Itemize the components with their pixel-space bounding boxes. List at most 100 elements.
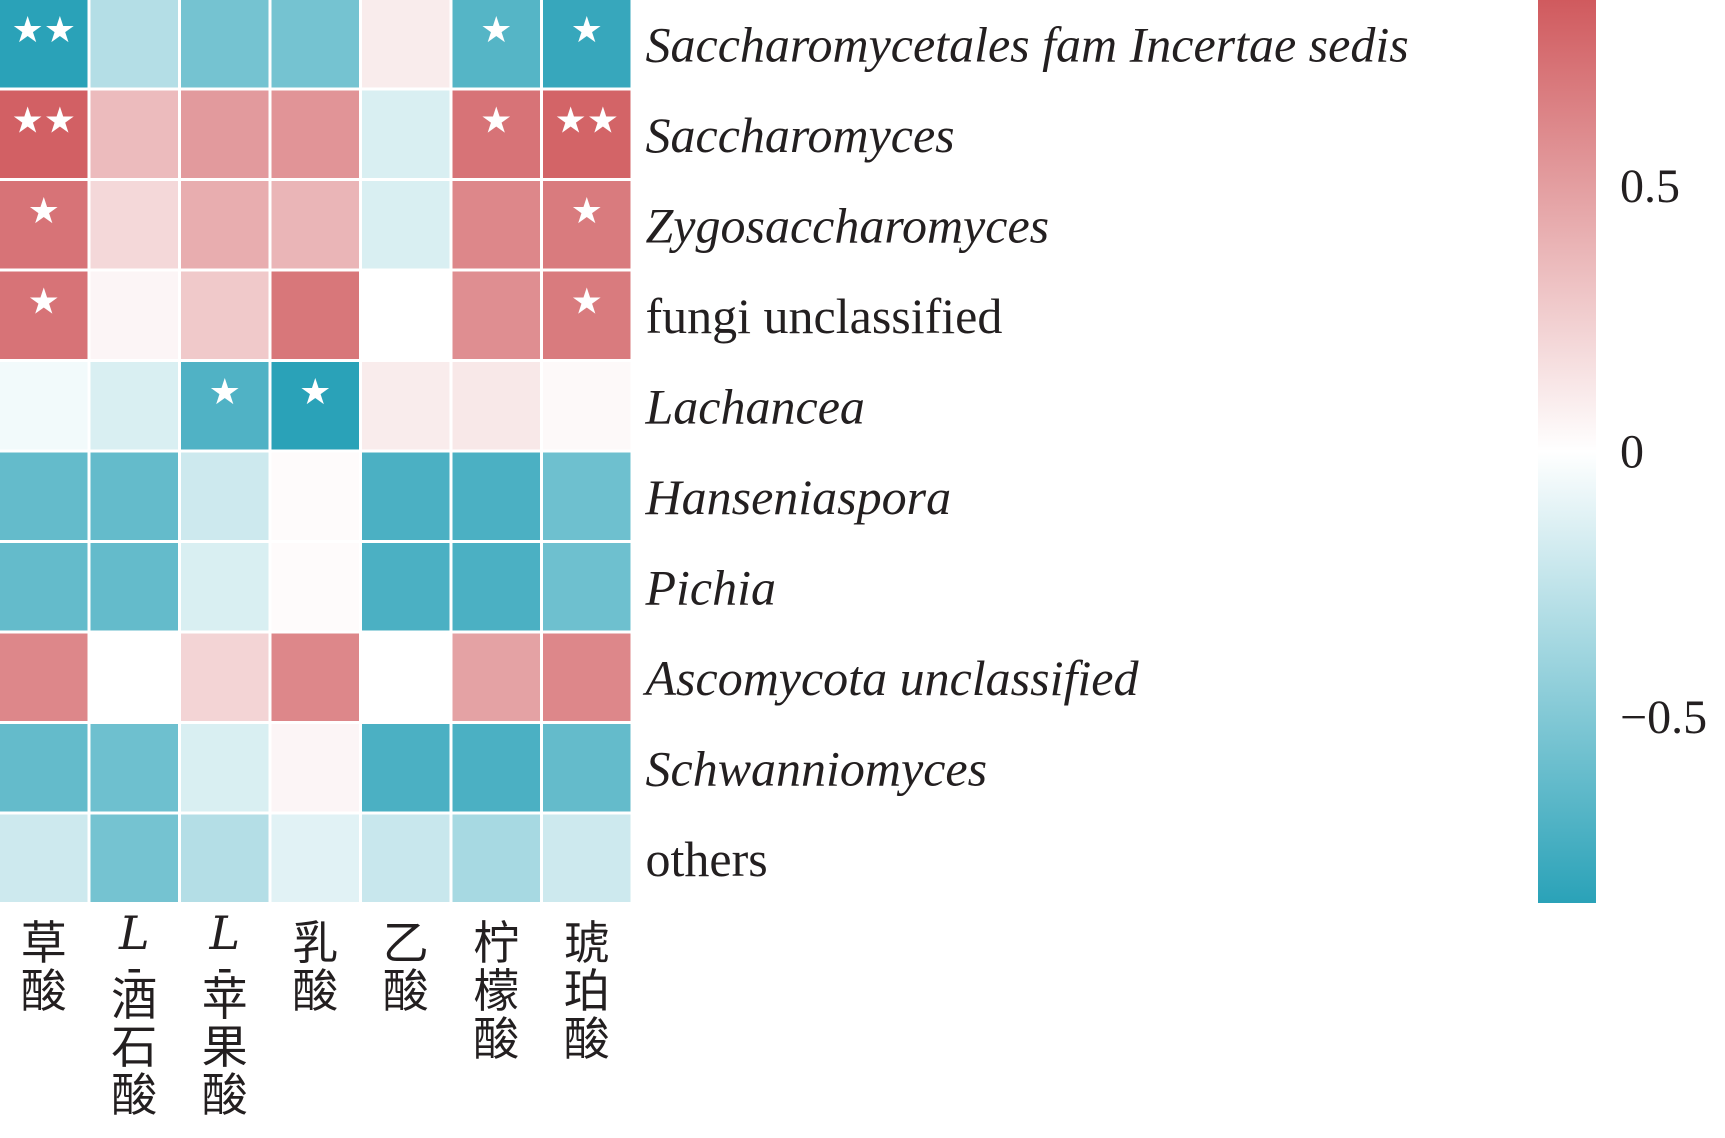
significance-star: ★★ bbox=[554, 101, 619, 142]
column-label: 琥珀酸 bbox=[564, 916, 610, 1066]
heatmap-cell bbox=[362, 543, 450, 631]
heatmap-cell bbox=[543, 724, 631, 812]
heatmap-cell bbox=[181, 181, 269, 269]
significance-star: ★ bbox=[209, 372, 241, 413]
row-label: Pichia bbox=[645, 559, 777, 615]
heatmap-cell bbox=[271, 181, 359, 269]
column-label: 乳酸 bbox=[292, 916, 338, 1018]
heatmap-cell bbox=[271, 271, 359, 359]
heatmap-cell bbox=[90, 633, 178, 721]
row-label: Schwanniomyces bbox=[646, 740, 988, 796]
heatmap-cell bbox=[543, 452, 631, 540]
column-label: 乙酸 bbox=[383, 916, 429, 1018]
colorbar-ticks: 0.5 0 −0.5 bbox=[1620, 160, 1707, 744]
colorbar-tick-label: 0.5 bbox=[1620, 160, 1680, 213]
heatmap-cell bbox=[0, 90, 88, 178]
row-label: Hanseniaspora bbox=[645, 469, 952, 525]
heatmap-cell bbox=[452, 271, 540, 359]
heatmap-cell bbox=[181, 633, 269, 721]
heatmap-cell bbox=[543, 0, 631, 88]
heatmap-cell bbox=[452, 90, 540, 178]
heatmap-cell bbox=[90, 362, 178, 450]
heatmap-cell bbox=[452, 814, 540, 902]
heatmap-cell bbox=[362, 814, 450, 902]
heatmap-cell bbox=[0, 452, 88, 540]
column-label: 柠檬酸 bbox=[473, 916, 519, 1066]
heatmap-cell bbox=[181, 814, 269, 902]
significance-star: ★ bbox=[28, 191, 60, 232]
heatmap-cell bbox=[362, 0, 450, 88]
heatmap-cell bbox=[452, 0, 540, 88]
heatmap-cell bbox=[181, 90, 269, 178]
heatmap-cell bbox=[452, 543, 540, 631]
heatmap-cell bbox=[271, 452, 359, 540]
heatmap-cell bbox=[90, 814, 178, 902]
heatmap-cell bbox=[0, 724, 88, 812]
heatmap-cell bbox=[181, 452, 269, 540]
heatmap-cell bbox=[90, 452, 178, 540]
significance-star: ★ bbox=[480, 101, 512, 142]
heatmap-cell bbox=[181, 271, 269, 359]
row-label: fungi unclassified bbox=[646, 288, 1003, 344]
heatmap-cell bbox=[362, 724, 450, 812]
row-label: others bbox=[646, 831, 768, 887]
heatmap-cell bbox=[90, 90, 178, 178]
heatmap-cell bbox=[90, 0, 178, 88]
row-labels: Saccharomycetales fam Incertae sedis Sacc… bbox=[643, 16, 1409, 887]
heatmap-cell bbox=[271, 633, 359, 721]
heatmap-cell bbox=[543, 633, 631, 721]
heatmap-cell bbox=[543, 271, 631, 359]
heatmap-cell bbox=[543, 362, 631, 450]
heatmap-cell bbox=[271, 362, 359, 450]
row-label: Saccharomycetales fam Incertae sedis bbox=[646, 16, 1409, 72]
colorbar bbox=[1538, 0, 1596, 903]
heatmap-cell bbox=[90, 724, 178, 812]
significance-star: ★ bbox=[299, 372, 331, 413]
heatmap-cell bbox=[271, 90, 359, 178]
column-label: 草酸 bbox=[21, 916, 67, 1018]
heatmap-cell bbox=[181, 362, 269, 450]
heatmap-cell bbox=[271, 724, 359, 812]
heatmap-cell bbox=[271, 543, 359, 631]
heatmap-cell bbox=[0, 814, 88, 902]
row-label: Zygosaccharomyces bbox=[646, 197, 1050, 253]
significance-star: ★★ bbox=[11, 10, 76, 51]
heatmap-cell bbox=[0, 0, 88, 88]
heatmap-cell bbox=[90, 543, 178, 631]
significance-star: ★ bbox=[571, 282, 603, 323]
heatmap-cell bbox=[90, 271, 178, 359]
row-label: Ascomycota unclassified bbox=[643, 650, 1140, 706]
colorbar-tick-label: 0 bbox=[1620, 426, 1644, 479]
heatmap-cell bbox=[181, 0, 269, 88]
significance-star: ★ bbox=[571, 10, 603, 51]
heatmap-cell bbox=[362, 362, 450, 450]
heatmap-cell bbox=[543, 90, 631, 178]
heatmap-cell bbox=[452, 452, 540, 540]
heatmap-cell bbox=[0, 181, 88, 269]
heatmap-cell bbox=[0, 633, 88, 721]
significance-star: ★ bbox=[480, 10, 512, 51]
heatmap-cell bbox=[0, 271, 88, 359]
heatmap-cell bbox=[452, 724, 540, 812]
heatmap-cell bbox=[543, 814, 631, 902]
row-label: Saccharomyces bbox=[646, 107, 955, 163]
heatmap-cell bbox=[90, 181, 178, 269]
colorbar-tick-label: −0.5 bbox=[1620, 691, 1707, 744]
row-label: Lachancea bbox=[645, 378, 865, 434]
heatmap-cell bbox=[362, 452, 450, 540]
heatmap-cell bbox=[543, 543, 631, 631]
heatmap-cell bbox=[543, 181, 631, 269]
heatmap-cell bbox=[271, 814, 359, 902]
heatmap-cell bbox=[452, 181, 540, 269]
column-label: L -苹果酸 bbox=[202, 906, 248, 1122]
heatmap-cell bbox=[452, 362, 540, 450]
heatmap-cell bbox=[181, 724, 269, 812]
heatmap-cell bbox=[452, 633, 540, 721]
significance-star: ★★ bbox=[11, 101, 76, 142]
significance-stars: ★★ ★ ★★★ ★ ★★★ ★★ ★★ ★ bbox=[11, 10, 619, 413]
heatmap-cells bbox=[0, 0, 631, 902]
significance-star: ★ bbox=[571, 191, 603, 232]
heatmap-cell bbox=[181, 543, 269, 631]
